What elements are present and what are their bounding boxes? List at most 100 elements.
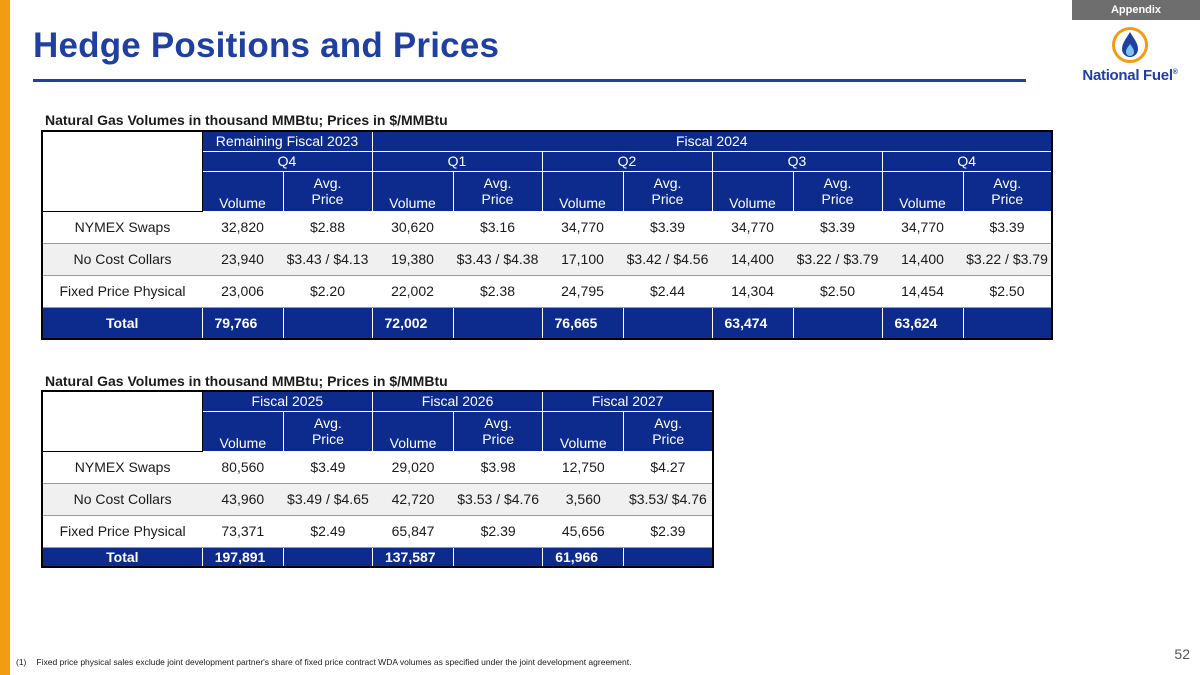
accent-bar (0, 0, 10, 675)
price-cell: $2.20 (283, 275, 372, 308)
total-blank-cell (452, 307, 542, 339)
header-blank-cell (41, 130, 203, 212)
volume-cell: 30,620 (372, 211, 453, 244)
total-row: Total 197,891 137,587 61,966 (41, 547, 713, 567)
table-row: NYMEX Swaps 80,560 $3.49 29,020 $3.98 12… (42, 451, 713, 484)
total-blank-cell (792, 307, 882, 339)
column-header-volume: Volume (371, 170, 454, 212)
column-header-volume: Volume (371, 410, 455, 452)
total-blank-cell (623, 547, 713, 567)
volume-cell: 23,940 (202, 243, 283, 276)
price-cell: $3.49 (283, 451, 373, 484)
quarter-header: Q4 (201, 150, 373, 172)
price-cell: $3.49 / $4.65 (283, 483, 373, 516)
total-blank-cell (282, 307, 372, 339)
total-volume-cell: 76,665 (541, 307, 623, 339)
volume-cell: 19,380 (372, 243, 453, 276)
company-logo: National Fuel® (1070, 26, 1190, 88)
price-cell: $3.53/ $4.76 (623, 483, 713, 516)
total-row: Total 79,766 72,002 76,665 63,474 63,624 (41, 307, 1052, 339)
price-cell: $3.42 / $4.56 (623, 243, 712, 276)
footnote-text: Fixed price physical sales exclude joint… (36, 657, 632, 667)
group-header: Fiscal 2024 (371, 130, 1053, 152)
table-row: Fixed Price Physical 23,006 $2.20 22,002… (42, 275, 1052, 308)
total-label: Total (41, 307, 202, 339)
hedge-table-fiscal-2023-2024: Remaining Fiscal 2023 Fiscal 2024 Q4 Q1 … (41, 130, 1053, 340)
column-header-price: Avg. Price (962, 170, 1053, 212)
flame-logo-icon (1112, 27, 1148, 63)
row-label: NYMEX Swaps (42, 451, 203, 484)
price-cell: $3.43 / $4.38 (453, 243, 542, 276)
total-blank-cell (282, 547, 373, 567)
column-header-price: Avg. Price (623, 410, 714, 452)
volume-cell: 14,304 (712, 275, 793, 308)
volume-cell: 14,400 (712, 243, 793, 276)
volume-cell: 32,820 (202, 211, 283, 244)
row-label: NYMEX Swaps (42, 211, 202, 244)
footnote-number: (1) (16, 657, 27, 667)
group-header: Fiscal 2026 (371, 390, 544, 412)
price-cell: $4.27 (623, 451, 713, 484)
total-volume-cell: 79,766 (201, 307, 283, 339)
column-header-volume: Volume (711, 170, 794, 212)
volume-cell: 80,560 (202, 451, 284, 484)
row-label: No Cost Collars (42, 243, 202, 276)
page-number: 52 (1174, 646, 1190, 662)
volume-cell: 45,656 (542, 515, 624, 548)
hedge-table-fiscal-2025-2027: Fiscal 2025 Fiscal 2026 Fiscal 2027 Volu… (41, 390, 714, 568)
table-row: No Cost Collars 23,940 $3.43 / $4.13 19,… (42, 243, 1052, 276)
volume-cell: 65,847 (372, 515, 454, 548)
price-cell: $3.39 (963, 211, 1052, 244)
column-header-volume: Volume (542, 410, 625, 452)
volume-cell: 29,020 (372, 451, 454, 484)
price-cell: $3.98 (453, 451, 543, 484)
volume-cell: 12,750 (542, 451, 624, 484)
column-header-volume: Volume (541, 170, 624, 212)
total-volume-cell: 137,587 (371, 547, 454, 567)
page-title: Hedge Positions and Prices (33, 26, 500, 65)
price-cell: $2.50 (963, 275, 1052, 308)
volume-cell: 14,454 (882, 275, 963, 308)
table-row: Fixed Price Physical 73,371 $2.49 65,847… (42, 515, 713, 548)
volume-cell: 23,006 (202, 275, 283, 308)
quarter-header: Q4 (881, 150, 1053, 172)
volume-cell: 73,371 (202, 515, 284, 548)
logo-wordmark: National Fuel® (1082, 67, 1178, 84)
volume-cell: 14,400 (882, 243, 963, 276)
volume-cell: 42,720 (372, 483, 454, 516)
column-header-volume: Volume (201, 170, 284, 212)
volume-cell: 17,100 (542, 243, 623, 276)
price-cell: $2.39 (453, 515, 543, 548)
price-cell: $3.53 / $4.76 (453, 483, 543, 516)
total-blank-cell (622, 307, 712, 339)
appendix-tag: Appendix (1072, 0, 1200, 20)
column-header-price: Avg. Price (452, 170, 543, 212)
price-cell: $3.22 / $3.79 (793, 243, 882, 276)
table2-caption: Natural Gas Volumes in thousand MMBtu; P… (45, 373, 448, 389)
row-label: Fixed Price Physical (42, 515, 203, 548)
price-cell: $2.38 (453, 275, 542, 308)
price-cell: $3.43 / $4.13 (283, 243, 372, 276)
total-volume-cell: 61,966 (542, 547, 624, 567)
column-header-price: Avg. Price (622, 170, 713, 212)
price-cell: $2.44 (623, 275, 712, 308)
column-header-price: Avg. Price (282, 410, 373, 452)
quarter-header: Q1 (371, 150, 543, 172)
column-header-price: Avg. Price (282, 170, 373, 212)
column-header-price: Avg. Price (453, 410, 544, 452)
column-header-price: Avg. Price (792, 170, 883, 212)
price-cell: $2.49 (283, 515, 373, 548)
total-volume-cell: 72,002 (371, 307, 453, 339)
group-header: Remaining Fiscal 2023 (201, 130, 373, 152)
volume-cell: 3,560 (542, 483, 624, 516)
price-cell: $3.16 (453, 211, 542, 244)
total-volume-cell: 197,891 (201, 547, 284, 567)
title-divider (33, 79, 1026, 82)
group-header: Fiscal 2025 (201, 390, 373, 412)
price-cell: $3.22 / $3.79 (963, 243, 1052, 276)
volume-cell: 43,960 (202, 483, 284, 516)
volume-cell: 22,002 (372, 275, 453, 308)
price-cell: $3.39 (793, 211, 882, 244)
total-label: Total (41, 547, 203, 567)
price-cell: $3.39 (623, 211, 712, 244)
